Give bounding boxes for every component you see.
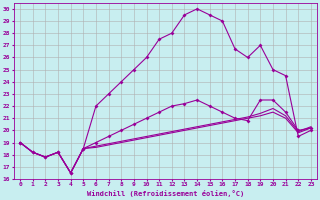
X-axis label: Windchill (Refroidissement éolien,°C): Windchill (Refroidissement éolien,°C) xyxy=(87,190,244,197)
